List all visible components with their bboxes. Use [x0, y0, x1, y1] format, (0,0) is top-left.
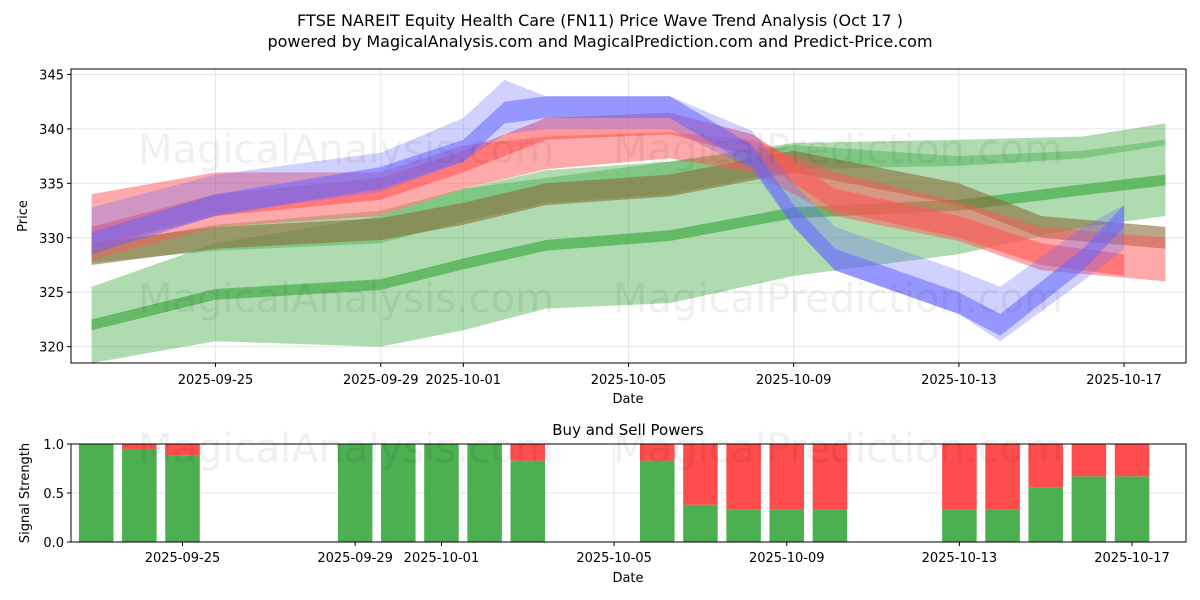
- sell-bar: [985, 444, 1020, 510]
- buy-bar: [769, 509, 805, 542]
- price-bands: [91, 79, 1166, 363]
- signal-chart: Buy and Sell Powers MagicalAnalysis.com …: [18, 421, 1187, 586]
- sell-bar: [1114, 444, 1150, 477]
- price-y-tick-label: 335: [39, 177, 64, 192]
- sell-bar: [683, 444, 718, 505]
- price-y-tick-label: 320: [39, 341, 64, 356]
- price-x-tick-label: 2025-09-25: [178, 373, 254, 388]
- buy-bar: [122, 448, 157, 542]
- buy-bar: [381, 444, 416, 542]
- buy-bar: [467, 444, 502, 542]
- watermark-analysis-mid: MagicalAnalysis.com: [138, 276, 554, 322]
- price-x-tick-label: 2025-10-13: [921, 373, 997, 388]
- buy-bar: [942, 509, 977, 542]
- signal-x-tick-label: 2025-10-13: [922, 551, 998, 566]
- watermark-analysis-bottom: MagicalAnalysis.com: [138, 426, 554, 472]
- buy-bar: [1028, 487, 1063, 542]
- sell-bar: [812, 444, 848, 510]
- sell-bar: [1071, 444, 1107, 477]
- buy-bar: [424, 444, 459, 542]
- signal-bars: [78, 444, 1150, 542]
- band-blue-narrow: [91, 96, 1125, 336]
- price-y-tick-label: 340: [39, 123, 64, 138]
- price-x-tick-label: 2025-09-29: [343, 373, 419, 388]
- price-y-axis: 320 325 330 335 340 345: [39, 68, 71, 356]
- buy-bar: [165, 455, 200, 542]
- price-y-tick-label: 330: [39, 232, 64, 247]
- watermark-prediction-top: MagicalPrediction.com: [613, 127, 1063, 173]
- buy-bar: [510, 460, 546, 542]
- signal-x-tick-label: 2025-10-01: [404, 551, 480, 566]
- chart-title: FTSE NAREIT Equity Health Care (FN11) Pr…: [297, 11, 903, 30]
- signal-x-tick-label: 2025-10-09: [749, 551, 825, 566]
- signal-x-tick-label: 2025-09-25: [145, 551, 221, 566]
- watermark-prediction-bottom: MagicalPrediction.com: [613, 426, 1063, 472]
- price-y-tick-label: 325: [39, 286, 64, 301]
- sell-bar: [165, 444, 200, 456]
- signal-y-label: Signal Strength: [18, 443, 33, 543]
- buy-bar: [985, 509, 1020, 542]
- signal-y-tick-label: 1.0: [43, 438, 64, 453]
- signal-x-tick-label: 2025-10-05: [576, 551, 652, 566]
- sell-bar: [1028, 444, 1063, 488]
- price-x-tick-label: 2025-10-01: [426, 373, 502, 388]
- price-x-tick-label: 2025-10-09: [756, 373, 832, 388]
- sell-bar: [640, 444, 675, 461]
- price-x-tick-label: 2025-10-05: [591, 373, 667, 388]
- sell-bar: [510, 444, 546, 461]
- watermark-analysis-top: MagicalAnalysis.com: [138, 127, 554, 173]
- signal-y-tick-label: 0.0: [43, 536, 64, 551]
- buy-bar: [1071, 476, 1107, 542]
- price-x-tick-label: 2025-10-17: [1086, 373, 1162, 388]
- sell-bar: [726, 444, 761, 510]
- price-bands-clip: [91, 79, 1166, 363]
- buy-bar: [78, 444, 114, 542]
- signal-x-label: Date: [612, 571, 643, 586]
- price-chart: MagicalAnalysis.com MagicalPrediction.co…: [16, 68, 1187, 407]
- price-watermarks: MagicalAnalysis.com MagicalPrediction.co…: [138, 127, 1063, 322]
- buy-bar: [640, 460, 675, 542]
- signal-x-tick-label: 2025-09-29: [317, 551, 393, 566]
- price-x-axis: 2025-09-25 2025-09-29 2025-10-01 2025-10-05…: [178, 363, 1162, 388]
- signal-x-axis: 2025-09-25 2025-09-29 2025-10-01 2025-10-05…: [145, 542, 1170, 566]
- band-brown-band: [91, 150, 1166, 265]
- signal-chart-title: Buy and Sell Powers: [552, 421, 704, 439]
- signal-y-axis: 0.0 0.5 1.0: [43, 438, 71, 551]
- signal-x-tick-label: 2025-10-17: [1094, 551, 1170, 566]
- band-green-narrow-lower: [91, 174, 1166, 331]
- sell-bar: [769, 444, 805, 510]
- watermark-prediction-mid: MagicalPrediction.com: [613, 276, 1063, 322]
- buy-bar: [1114, 476, 1150, 542]
- signal-watermarks: MagicalAnalysis.com MagicalPrediction.co…: [138, 426, 1063, 472]
- price-x-label: Date: [612, 392, 643, 407]
- buy-bar: [683, 504, 718, 542]
- signal-y-tick-label: 0.5: [43, 487, 64, 502]
- sell-bar: [942, 444, 977, 510]
- buy-bar: [812, 509, 848, 542]
- price-y-label: Price: [16, 200, 31, 232]
- sell-bar: [122, 444, 157, 449]
- buy-bar: [726, 509, 761, 542]
- chart-subtitle: powered by MagicalAnalysis.com and Magic…: [267, 32, 932, 51]
- buy-bar: [337, 444, 373, 542]
- price-y-tick-label: 345: [39, 68, 64, 83]
